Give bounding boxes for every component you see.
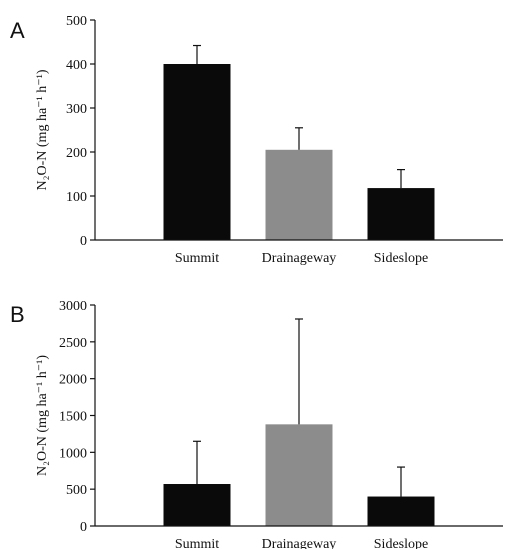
y-ticks-b: 0 500 1000 1500 2000 2500 3000	[59, 299, 95, 535]
bar-summit	[163, 484, 231, 526]
y-tick-label: 2000	[59, 373, 87, 388]
category-labels-b: Summit Drainageway Sideslope	[175, 537, 428, 549]
y-tick-label: 0	[80, 520, 87, 535]
panel-a: A N₂O-N (mg ha⁻¹ h⁻¹) 0 100 200 300 400 500 S…	[10, 14, 503, 266]
category-label-summit: Summit	[175, 537, 219, 549]
category-label-summit: Summit	[175, 251, 219, 266]
y-tick-label: 3000	[59, 299, 87, 314]
panel-letter-a: A	[10, 18, 25, 43]
bar-sideslope	[367, 188, 435, 240]
category-labels-a: Summit Drainageway Sideslope	[175, 251, 428, 266]
y-tick-label: 2500	[59, 336, 87, 351]
category-label-drainageway: Drainageway	[262, 251, 337, 266]
y-tick-label: 200	[66, 146, 87, 161]
y-ticks-a: 0 100 200 300 400 500	[66, 14, 95, 249]
bars-b	[163, 424, 435, 526]
category-label-drainageway: Drainageway	[262, 537, 337, 549]
bar-summit	[163, 64, 231, 240]
y-tick-label: 100	[66, 190, 87, 205]
bars-a	[163, 64, 435, 240]
panel-letter-b: B	[10, 302, 25, 327]
y-tick-label: 400	[66, 58, 87, 73]
y-tick-label: 300	[66, 102, 87, 117]
y-tick-label: 500	[66, 483, 87, 498]
bar-drainageway	[265, 149, 333, 240]
bar-drainageway	[265, 424, 333, 526]
axes-a	[94, 20, 503, 241]
category-label-sideslope: Sideslope	[374, 537, 428, 549]
y-tick-label: 1500	[59, 410, 87, 425]
y-axis-label-b: N₂O-N (mg ha⁻¹ h⁻¹)	[35, 355, 50, 476]
y-tick-label: 500	[66, 14, 87, 29]
y-axis-label-a: N₂O-N (mg ha⁻¹ h⁻¹)	[35, 69, 50, 190]
error-bars-a	[193, 44, 405, 189]
bar-sideslope	[367, 496, 435, 526]
category-label-sideslope: Sideslope	[374, 251, 428, 266]
axes-b	[94, 305, 503, 527]
y-tick-label: 0	[80, 234, 87, 249]
panel-b: B N₂O-N (mg ha⁻¹ h⁻¹) 0 500 1000 1500 2000 25…	[10, 299, 503, 549]
y-tick-label: 1000	[59, 446, 87, 461]
error-bars-b	[193, 318, 405, 497]
